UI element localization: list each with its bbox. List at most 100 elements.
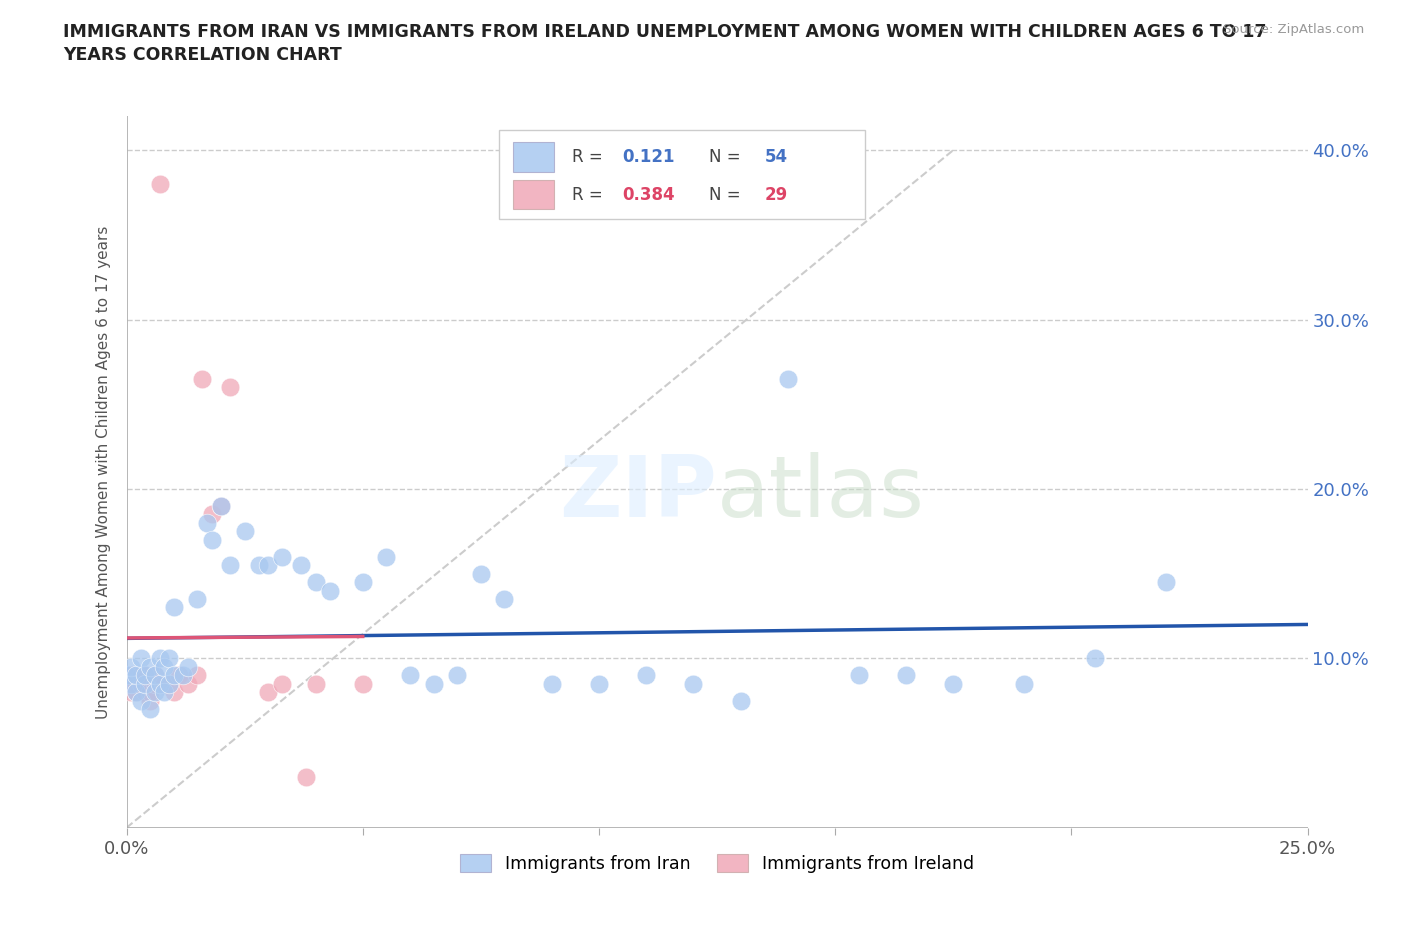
Text: YEARS CORRELATION CHART: YEARS CORRELATION CHART bbox=[63, 46, 342, 64]
Text: R =: R = bbox=[572, 185, 607, 204]
Text: 29: 29 bbox=[765, 185, 787, 204]
Point bbox=[446, 668, 468, 683]
Point bbox=[195, 515, 218, 530]
Point bbox=[167, 668, 190, 683]
Point bbox=[200, 532, 222, 547]
Point bbox=[257, 558, 280, 573]
FancyBboxPatch shape bbox=[513, 142, 554, 172]
Point bbox=[143, 684, 166, 699]
Point bbox=[125, 668, 148, 683]
Point bbox=[219, 379, 242, 394]
Point bbox=[209, 498, 232, 513]
Point bbox=[115, 668, 138, 683]
Point bbox=[143, 676, 166, 691]
Point bbox=[191, 371, 214, 386]
Point bbox=[134, 684, 156, 699]
Text: N =: N = bbox=[709, 148, 745, 166]
Point bbox=[134, 668, 156, 683]
Point bbox=[172, 668, 194, 683]
Point bbox=[120, 668, 142, 683]
Text: N =: N = bbox=[709, 185, 745, 204]
Point bbox=[247, 558, 270, 573]
Point bbox=[129, 651, 152, 666]
Point bbox=[134, 668, 156, 683]
Point bbox=[143, 668, 166, 683]
Point bbox=[177, 676, 200, 691]
Point bbox=[115, 676, 138, 691]
Point bbox=[139, 659, 162, 674]
Point bbox=[219, 558, 242, 573]
Point bbox=[730, 693, 752, 708]
Point bbox=[153, 676, 176, 691]
Point bbox=[422, 676, 444, 691]
Point bbox=[352, 575, 374, 590]
Text: 54: 54 bbox=[765, 148, 787, 166]
Point bbox=[120, 684, 142, 699]
Point bbox=[120, 659, 142, 674]
Point bbox=[186, 591, 208, 606]
Point bbox=[304, 676, 326, 691]
Point bbox=[129, 668, 152, 683]
Point bbox=[139, 693, 162, 708]
Point bbox=[149, 651, 172, 666]
FancyBboxPatch shape bbox=[499, 130, 865, 219]
Text: Source: ZipAtlas.com: Source: ZipAtlas.com bbox=[1223, 23, 1364, 36]
Point bbox=[1012, 676, 1035, 691]
Point bbox=[1084, 651, 1107, 666]
Point bbox=[157, 676, 180, 691]
Legend: Immigrants from Iran, Immigrants from Ireland: Immigrants from Iran, Immigrants from Ir… bbox=[453, 847, 981, 880]
Text: 0.121: 0.121 bbox=[623, 148, 675, 166]
Point bbox=[271, 676, 294, 691]
Y-axis label: Unemployment Among Women with Children Ages 6 to 17 years: Unemployment Among Women with Children A… bbox=[96, 225, 111, 719]
Point bbox=[129, 693, 152, 708]
Text: ZIP: ZIP bbox=[560, 452, 717, 535]
Point bbox=[682, 676, 704, 691]
Point bbox=[295, 769, 318, 784]
Point bbox=[290, 558, 312, 573]
Point bbox=[233, 524, 256, 538]
Point bbox=[157, 651, 180, 666]
Point bbox=[149, 177, 172, 192]
Point bbox=[257, 684, 280, 699]
Text: IMMIGRANTS FROM IRAN VS IMMIGRANTS FROM IRELAND UNEMPLOYMENT AMONG WOMEN WITH CH: IMMIGRANTS FROM IRAN VS IMMIGRANTS FROM … bbox=[63, 23, 1267, 41]
Point bbox=[163, 600, 186, 615]
Text: R =: R = bbox=[572, 148, 607, 166]
Point bbox=[186, 668, 208, 683]
Point bbox=[149, 676, 172, 691]
Point bbox=[177, 659, 200, 674]
Point bbox=[125, 684, 148, 699]
Point bbox=[588, 676, 610, 691]
Point bbox=[894, 668, 917, 683]
Point bbox=[143, 668, 166, 683]
Point bbox=[125, 684, 148, 699]
Text: 0.384: 0.384 bbox=[623, 185, 675, 204]
Point bbox=[636, 668, 658, 683]
Point bbox=[1154, 575, 1177, 590]
Point bbox=[942, 676, 965, 691]
Point bbox=[271, 550, 294, 565]
Point bbox=[399, 668, 422, 683]
Point bbox=[157, 676, 180, 691]
Point bbox=[848, 668, 870, 683]
Point bbox=[352, 676, 374, 691]
Point bbox=[209, 498, 232, 513]
Point bbox=[776, 371, 799, 386]
Point bbox=[200, 507, 222, 522]
Point bbox=[470, 566, 492, 581]
Point bbox=[304, 575, 326, 590]
Point bbox=[125, 676, 148, 691]
Point bbox=[120, 676, 142, 691]
Point bbox=[163, 684, 186, 699]
Point bbox=[153, 684, 176, 699]
Point bbox=[375, 550, 398, 565]
Point bbox=[139, 684, 162, 699]
Point bbox=[134, 676, 156, 691]
Point bbox=[494, 591, 516, 606]
Point bbox=[163, 668, 186, 683]
Text: atlas: atlas bbox=[717, 452, 925, 535]
Point bbox=[540, 676, 562, 691]
FancyBboxPatch shape bbox=[513, 179, 554, 209]
Point bbox=[129, 676, 152, 691]
Point bbox=[153, 659, 176, 674]
Point bbox=[139, 701, 162, 716]
